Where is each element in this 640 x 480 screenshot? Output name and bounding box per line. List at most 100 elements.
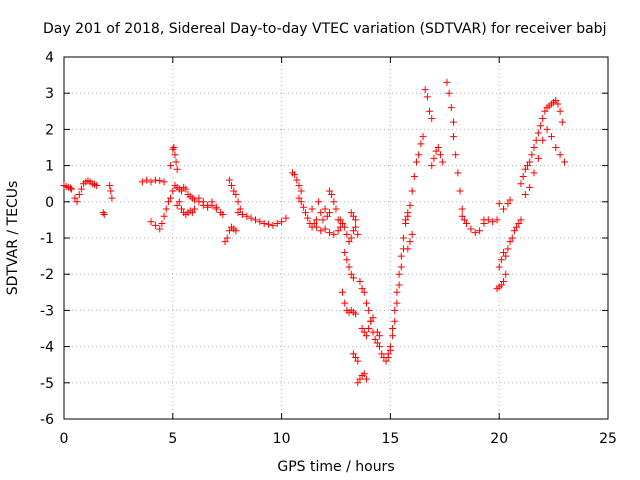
data-point [371,335,379,343]
data-point [399,234,407,242]
data-point [358,325,366,332]
data-point [534,129,542,137]
data-point [349,227,357,235]
data-point [476,227,484,235]
data-point [151,176,159,184]
data-point [312,216,320,224]
data-point [291,171,299,179]
data-point [369,314,377,322]
data-point [556,107,564,115]
data-point [299,203,307,211]
data-point [393,288,401,296]
data-point [225,227,233,235]
data-point [269,221,277,229]
data-point [238,210,246,218]
data-point [402,216,410,224]
data-point [497,281,505,289]
data-point [378,350,386,358]
data-point [345,238,353,246]
data-point [347,234,355,242]
data-point [68,185,76,193]
data-point [506,238,514,246]
data-point [312,223,320,231]
data-point [445,89,453,97]
data-point [319,216,327,224]
data-point [315,198,323,206]
data-point [212,203,220,211]
series-t28 [384,245,407,358]
grid [64,57,608,419]
data-point [77,185,85,193]
data-point [530,144,538,151]
data-point [539,115,547,123]
y-tick-label: -6 [40,412,54,428]
series-t11 [221,223,240,246]
data-point [354,379,362,387]
data-point [467,225,475,233]
y-tick-labels: -6 -5 -4 -3 -2 -1 0 1 2 3 4 [40,50,54,428]
data-point [504,200,512,208]
data-point [436,151,444,159]
data-point [228,182,236,190]
data-point [208,198,216,206]
data-point [497,256,505,264]
data-point [454,169,462,177]
data-point [341,299,349,307]
data-point [539,136,547,144]
data-point [352,353,360,361]
data-point [293,176,301,184]
data-point [223,234,231,242]
data-point [523,162,531,170]
data-point [345,263,353,271]
data-point [489,218,497,226]
data-point [537,122,545,130]
data-point [339,288,347,296]
data-point [325,187,333,195]
data-point [397,263,405,271]
data-point [143,176,151,184]
data-point [519,172,527,180]
series-t0 [60,182,76,193]
data-point [178,187,186,195]
data-point [156,177,164,185]
data-point [310,220,318,228]
series-t15 [295,194,316,231]
data-point [521,165,529,173]
data-point [325,229,333,237]
data-point [500,205,508,213]
y-axis-label: SDTVAR / TECUs [5,181,21,296]
series-t25 [356,277,377,325]
data-point [528,151,536,159]
data-point [349,350,357,358]
data-point [164,198,172,206]
data-point [352,216,360,224]
series-t4 [138,176,168,186]
data-point [169,145,177,153]
data-point [354,357,362,365]
data-point [362,299,370,307]
data-point [430,154,438,162]
data-point [278,218,286,226]
series-t34 [450,133,468,224]
series-t41 [521,125,568,199]
data-point [160,178,168,186]
data-point [450,118,458,126]
data-point [526,158,534,166]
data-point [297,198,305,206]
series-t1 [71,177,101,206]
data-point [484,216,492,224]
series-t13 [234,209,290,229]
data-point [391,317,399,325]
data-point [356,375,364,383]
data-point [439,158,447,166]
y-tick-label: -3 [40,303,54,319]
data-point [415,151,423,159]
data-point [339,220,347,228]
data-point [458,212,466,220]
data-point [147,218,155,226]
chart-title: Day 201 of 2018, Sidereal Day-to-day VTE… [43,21,606,37]
data-point [167,162,175,170]
data-point [434,144,442,151]
series-t16 [308,198,333,228]
